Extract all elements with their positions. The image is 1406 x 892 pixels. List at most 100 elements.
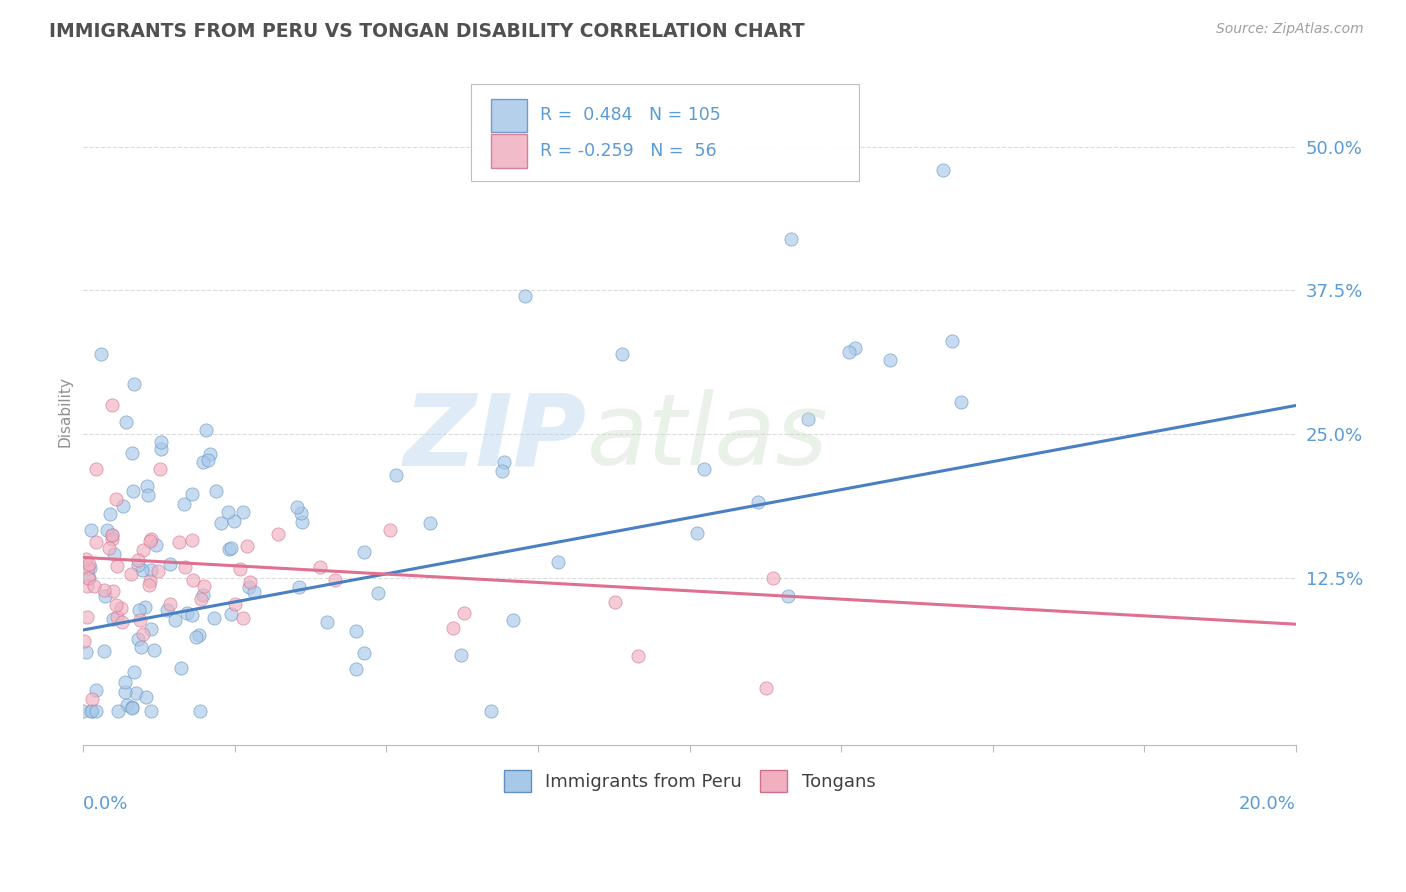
Point	[419, 516, 441, 531]
Point	[173, 497, 195, 511]
Point	[79, 524, 101, 538]
Point	[180, 607, 202, 622]
Point	[77, 558, 100, 572]
Point	[129, 613, 152, 627]
Point	[209, 516, 232, 530]
Point	[228, 562, 250, 576]
Point	[121, 701, 143, 715]
Point	[353, 646, 375, 660]
Point	[238, 581, 260, 595]
Point	[502, 613, 524, 627]
Point	[75, 552, 97, 566]
Point	[101, 399, 124, 413]
Point	[780, 231, 803, 245]
Point	[190, 591, 212, 606]
Point	[776, 590, 799, 604]
Point	[612, 347, 634, 361]
Point	[139, 704, 162, 718]
Text: atlas: atlas	[586, 390, 828, 486]
Point	[76, 579, 98, 593]
Point	[441, 621, 464, 635]
Point	[114, 684, 136, 698]
Point	[232, 505, 254, 519]
Point	[76, 571, 98, 585]
Point	[72, 704, 94, 718]
Point	[762, 571, 785, 585]
Point	[110, 601, 132, 615]
Point	[159, 598, 181, 612]
Point	[239, 574, 262, 589]
Point	[93, 582, 115, 597]
Point	[346, 624, 368, 638]
Point	[145, 538, 167, 552]
Point	[184, 630, 207, 644]
Point	[491, 464, 513, 478]
Point	[129, 640, 152, 655]
Point	[219, 541, 242, 555]
Point	[79, 561, 101, 575]
Point	[479, 704, 502, 718]
Point	[176, 607, 198, 621]
FancyBboxPatch shape	[471, 84, 859, 181]
Point	[174, 560, 197, 574]
Point	[131, 563, 153, 577]
Point	[287, 580, 309, 594]
Point	[138, 578, 160, 592]
Point	[127, 553, 149, 567]
Point	[76, 561, 98, 575]
Point	[149, 462, 172, 476]
Point	[125, 686, 148, 700]
Point	[135, 479, 157, 493]
Text: ZIP: ZIP	[404, 390, 586, 486]
Y-axis label: Disability: Disability	[58, 376, 72, 447]
Text: 20.0%: 20.0%	[1239, 795, 1296, 814]
Point	[105, 609, 128, 624]
Point	[879, 353, 901, 368]
Point	[494, 455, 516, 469]
Point	[235, 539, 257, 553]
Point	[121, 700, 143, 714]
Point	[101, 532, 124, 546]
Point	[82, 704, 104, 718]
Point	[188, 704, 211, 718]
Point	[139, 563, 162, 577]
Point	[138, 574, 160, 589]
Point	[100, 528, 122, 542]
Point	[378, 523, 401, 537]
Point	[232, 611, 254, 625]
Text: IMMIGRANTS FROM PERU VS TONGAN DISABILITY CORRELATION CHART: IMMIGRANTS FROM PERU VS TONGAN DISABILIT…	[49, 22, 804, 41]
Point	[205, 484, 228, 499]
Text: R = -0.259   N =  56: R = -0.259 N = 56	[540, 142, 717, 160]
Point	[149, 442, 172, 456]
Point	[291, 515, 314, 529]
Point	[224, 597, 246, 611]
Point	[111, 615, 134, 629]
Point	[128, 603, 150, 617]
Point	[79, 704, 101, 718]
Point	[127, 558, 149, 573]
Point	[167, 535, 190, 549]
Text: R =  0.484   N = 105: R = 0.484 N = 105	[540, 106, 721, 125]
Point	[98, 541, 121, 555]
Point	[193, 579, 215, 593]
Point	[353, 544, 375, 558]
Point	[134, 600, 156, 615]
Point	[103, 547, 125, 561]
Point	[747, 495, 769, 509]
Point	[139, 532, 162, 546]
Point	[93, 644, 115, 658]
Point	[221, 607, 243, 621]
Point	[627, 648, 650, 663]
Point	[84, 535, 107, 549]
Point	[222, 514, 245, 528]
FancyBboxPatch shape	[491, 134, 527, 168]
Point	[450, 648, 472, 662]
Point	[90, 347, 112, 361]
Point	[290, 506, 312, 520]
Point	[83, 579, 105, 593]
Point	[191, 588, 214, 602]
Point	[101, 528, 124, 542]
Point	[107, 559, 129, 574]
Point	[98, 508, 121, 522]
Point	[344, 662, 367, 676]
